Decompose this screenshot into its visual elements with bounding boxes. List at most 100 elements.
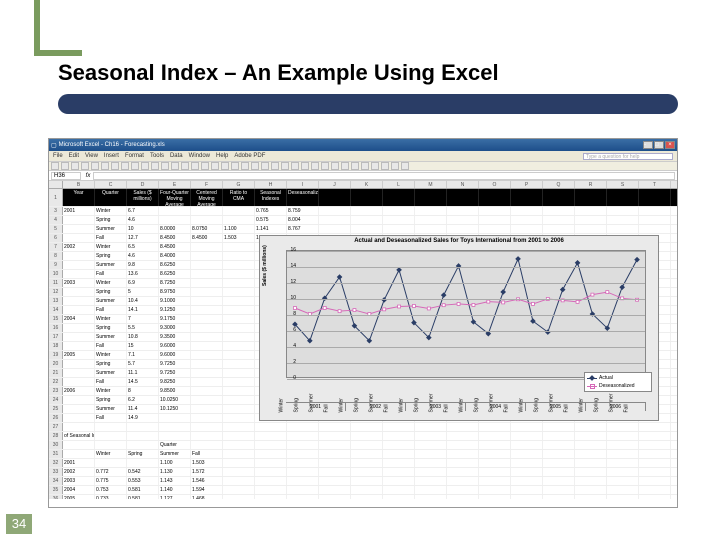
- menu-data[interactable]: Data: [170, 153, 183, 159]
- cell[interactable]: [63, 441, 95, 449]
- toolbar-btn[interactable]: [401, 162, 409, 170]
- col-header[interactable]: K: [351, 181, 383, 188]
- cell[interactable]: [319, 441, 351, 449]
- cell[interactable]: 0.581: [127, 495, 159, 499]
- cell[interactable]: [191, 297, 223, 305]
- row-header[interactable]: 21: [49, 369, 63, 377]
- cell[interactable]: 2005: [63, 495, 95, 499]
- cell[interactable]: [319, 450, 351, 458]
- cell[interactable]: 1.143: [159, 477, 191, 485]
- cell[interactable]: [223, 288, 255, 296]
- cell[interactable]: [447, 216, 479, 224]
- cell[interactable]: [383, 207, 415, 215]
- toolbar-btn[interactable]: [341, 162, 349, 170]
- cell[interactable]: [63, 261, 95, 269]
- cell[interactable]: [63, 297, 95, 305]
- cell[interactable]: 0.581: [127, 486, 159, 494]
- cell[interactable]: [479, 450, 511, 458]
- cell[interactable]: Fall: [95, 306, 127, 314]
- cell[interactable]: [543, 459, 575, 467]
- row-header[interactable]: 9: [49, 261, 63, 269]
- cell[interactable]: [607, 468, 639, 476]
- cell[interactable]: [575, 225, 607, 233]
- cell[interactable]: [287, 477, 319, 485]
- cell[interactable]: [479, 459, 511, 467]
- cell[interactable]: [191, 288, 223, 296]
- row-header[interactable]: 25: [49, 405, 63, 413]
- cell[interactable]: 9.8500: [159, 387, 191, 395]
- cell[interactable]: [479, 216, 511, 224]
- cell[interactable]: Winter: [95, 279, 127, 287]
- cell[interactable]: 0.772: [95, 468, 127, 476]
- cell[interactable]: [543, 225, 575, 233]
- cell[interactable]: [95, 423, 127, 431]
- cell[interactable]: 5: [127, 288, 159, 296]
- cell[interactable]: [191, 423, 223, 431]
- cell[interactable]: 9.8: [127, 261, 159, 269]
- cell[interactable]: [415, 495, 447, 499]
- cell[interactable]: 8.4000: [159, 252, 191, 260]
- cell[interactable]: [223, 378, 255, 386]
- cell[interactable]: Summer: [159, 450, 191, 458]
- cell[interactable]: [191, 333, 223, 341]
- cell[interactable]: [383, 225, 415, 233]
- cell[interactable]: [287, 441, 319, 449]
- cell[interactable]: [223, 405, 255, 413]
- cell[interactable]: [191, 279, 223, 287]
- cell[interactable]: [575, 441, 607, 449]
- cell[interactable]: [415, 486, 447, 494]
- menu-edit[interactable]: Edit: [69, 153, 79, 159]
- col-header[interactable]: J: [319, 181, 351, 188]
- cell[interactable]: [159, 216, 191, 224]
- row-header[interactable]: 6: [49, 234, 63, 242]
- cell[interactable]: [543, 495, 575, 499]
- cell[interactable]: 5.5: [127, 324, 159, 332]
- cell[interactable]: [319, 423, 351, 431]
- row-header[interactable]: 10: [49, 270, 63, 278]
- cell[interactable]: [607, 432, 639, 440]
- row-header[interactable]: 8: [49, 252, 63, 260]
- cell[interactable]: [191, 243, 223, 251]
- cell[interactable]: 0.553: [127, 477, 159, 485]
- cell[interactable]: [191, 387, 223, 395]
- menu-format[interactable]: Format: [125, 153, 144, 159]
- cell[interactable]: 2004: [63, 486, 95, 494]
- cell[interactable]: [351, 423, 383, 431]
- cell[interactable]: [639, 477, 671, 485]
- cell[interactable]: [511, 225, 543, 233]
- col-header[interactable]: O: [479, 181, 511, 188]
- toolbar-btn[interactable]: [381, 162, 389, 170]
- cell[interactable]: Summer: [95, 261, 127, 269]
- cell[interactable]: Spring: [95, 216, 127, 224]
- cell[interactable]: [319, 477, 351, 485]
- cell[interactable]: Quarter: [159, 441, 191, 449]
- row-header[interactable]: 7: [49, 243, 63, 251]
- cell[interactable]: [223, 396, 255, 404]
- cell[interactable]: [447, 225, 479, 233]
- cell[interactable]: [255, 423, 287, 431]
- cell[interactable]: 8.6250: [159, 261, 191, 269]
- col-header[interactable]: B: [63, 181, 95, 188]
- cell[interactable]: [607, 486, 639, 494]
- cell[interactable]: 8.0000: [159, 225, 191, 233]
- toolbar-btn[interactable]: [191, 162, 199, 170]
- cell[interactable]: [639, 423, 671, 431]
- toolbar-btn[interactable]: [231, 162, 239, 170]
- cell[interactable]: [319, 432, 351, 440]
- col-header[interactable]: S: [607, 181, 639, 188]
- cell[interactable]: [543, 486, 575, 494]
- cell[interactable]: 9.7250: [159, 369, 191, 377]
- cell[interactable]: Winter: [95, 387, 127, 395]
- row-header[interactable]: 5: [49, 225, 63, 233]
- cell[interactable]: 2003: [63, 477, 95, 485]
- cell[interactable]: 0.753: [95, 486, 127, 494]
- cell[interactable]: 4.6: [127, 216, 159, 224]
- cell[interactable]: [639, 216, 671, 224]
- toolbar-btn[interactable]: [371, 162, 379, 170]
- cell[interactable]: [223, 414, 255, 422]
- cell[interactable]: 1.572: [191, 468, 223, 476]
- cell[interactable]: [351, 486, 383, 494]
- row-header[interactable]: 35: [49, 486, 63, 494]
- cell[interactable]: [191, 324, 223, 332]
- cell[interactable]: 2003: [63, 279, 95, 287]
